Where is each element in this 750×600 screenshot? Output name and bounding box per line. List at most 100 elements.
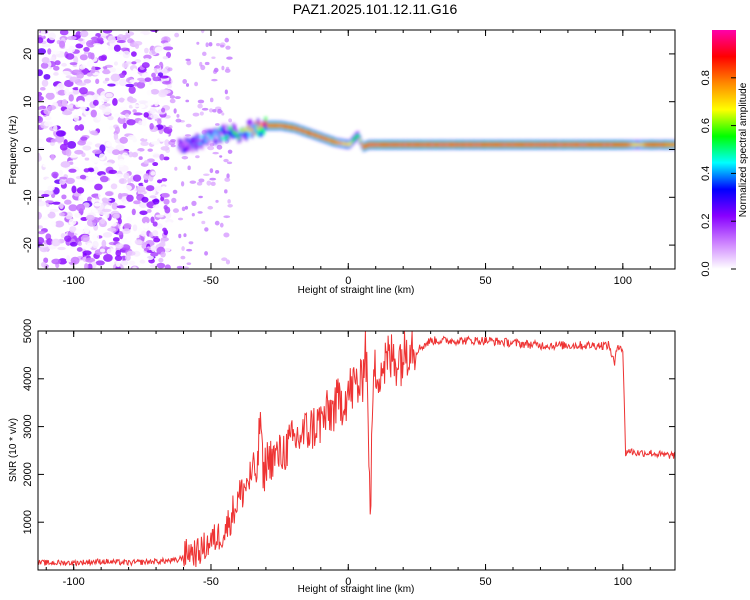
ridge-cell: [193, 137, 196, 144]
noise-speckle: [87, 263, 93, 269]
noise-speckle: [176, 265, 184, 269]
noise-speckle: [61, 62, 67, 67]
noise-speckle: [51, 238, 61, 247]
noise-speckle: [224, 68, 231, 73]
ridge-cell: [650, 143, 654, 147]
noise-speckle: [41, 261, 47, 268]
noise-speckle: [221, 112, 225, 116]
ridge-cell: [264, 121, 267, 131]
spectrogram-ytick-label: 20: [22, 48, 34, 60]
noise-speckle: [59, 202, 64, 210]
ridge-cell: [437, 143, 440, 147]
ridge-cell: [222, 127, 225, 134]
noise-speckle: [102, 69, 111, 75]
noise-speckle: [102, 30, 113, 34]
noise-speckle: [54, 60, 61, 66]
noise-speckle: [123, 99, 128, 108]
ridge-cell: [402, 143, 406, 147]
ridge-cell: [400, 143, 404, 147]
noise-speckle: [73, 56, 79, 65]
noise-speckle: [115, 261, 121, 268]
noise-speckle: [123, 172, 130, 179]
ridge-cell: [204, 129, 208, 139]
noise-speckle: [205, 42, 209, 48]
noise-speckle: [143, 112, 149, 118]
noise-speckle: [68, 94, 74, 102]
ridge-cell: [429, 143, 433, 147]
noise-speckle: [201, 107, 209, 111]
noise-speckle: [43, 108, 51, 115]
ridge-cell: [522, 143, 525, 147]
ridge-cell: [614, 143, 617, 147]
noise-speckle: [199, 61, 203, 67]
ridge-cell: [254, 125, 258, 135]
noise-speckle: [112, 237, 120, 242]
noise-speckle: [99, 248, 106, 253]
noise-speckle: [196, 41, 200, 45]
noise-speckle: [64, 88, 70, 96]
ridge-cell: [231, 130, 235, 134]
noise-speckle: [201, 220, 206, 225]
noise-speckle: [113, 61, 118, 66]
ridge-cell: [276, 124, 279, 128]
noise-speckle: [59, 176, 68, 180]
noise-speckle: [212, 151, 219, 155]
ridge-cell: [185, 138, 189, 142]
ridge-cell: [374, 143, 377, 147]
ridge-cell: [531, 143, 535, 147]
noise-speckle: [132, 109, 137, 113]
noise-speckle: [198, 195, 203, 199]
ridge-cell: [233, 131, 237, 135]
ridge-cell: [435, 143, 438, 147]
noise-speckle: [128, 97, 137, 104]
noise-speckle: [78, 124, 85, 131]
noise-speckle: [116, 205, 126, 209]
noise-speckle: [78, 197, 84, 202]
ridge-cell: [254, 121, 258, 125]
noise-speckle: [92, 240, 99, 249]
ridge-cell: [285, 125, 289, 129]
ridge-cell: [477, 143, 481, 147]
ridge-cell: [183, 148, 187, 152]
ridge-cell: [637, 143, 640, 147]
noise-speckle: [110, 221, 118, 227]
noise-speckle: [162, 133, 169, 137]
ridge-cell: [562, 143, 565, 147]
snr-ytick-label: 2000: [22, 462, 34, 486]
ridge-cell: [418, 143, 421, 147]
noise-speckle: [133, 112, 143, 116]
noise-speckle: [161, 80, 172, 85]
noise-speckle: [117, 97, 126, 103]
noise-speckle: [82, 250, 92, 256]
ridge-cell: [187, 145, 191, 152]
spectrogram-ytick-label: 0: [22, 146, 34, 152]
noise-speckle: [60, 233, 66, 239]
noise-speckle: [118, 78, 127, 87]
noise-speckle: [120, 260, 129, 266]
noise-speckle: [126, 194, 134, 202]
noise-speckle: [191, 200, 197, 206]
noise-speckle: [118, 72, 126, 79]
ridge-cell: [249, 119, 252, 129]
ridge-cell: [510, 143, 513, 147]
noise-speckle: [65, 177, 75, 185]
noise-speckle: [125, 83, 135, 88]
ridge-cell: [191, 143, 194, 153]
ridge-cell: [324, 137, 327, 141]
snr-ytick-label: 3000: [22, 414, 34, 438]
noise-speckle: [99, 175, 109, 183]
ridge-cell: [573, 143, 577, 147]
noise-speckle: [219, 222, 224, 228]
noise-speckle: [69, 226, 77, 233]
ridge-cell: [331, 139, 335, 143]
ridge-cell: [508, 143, 512, 147]
noise-speckle: [105, 191, 114, 197]
noise-speckle: [212, 69, 218, 74]
ridge-cell: [450, 143, 454, 147]
ridge-cell: [270, 124, 273, 128]
noise-speckle: [100, 218, 106, 225]
noise-speckle: [86, 60, 95, 68]
noise-speckle: [204, 227, 209, 232]
ridge-cell: [370, 143, 373, 147]
